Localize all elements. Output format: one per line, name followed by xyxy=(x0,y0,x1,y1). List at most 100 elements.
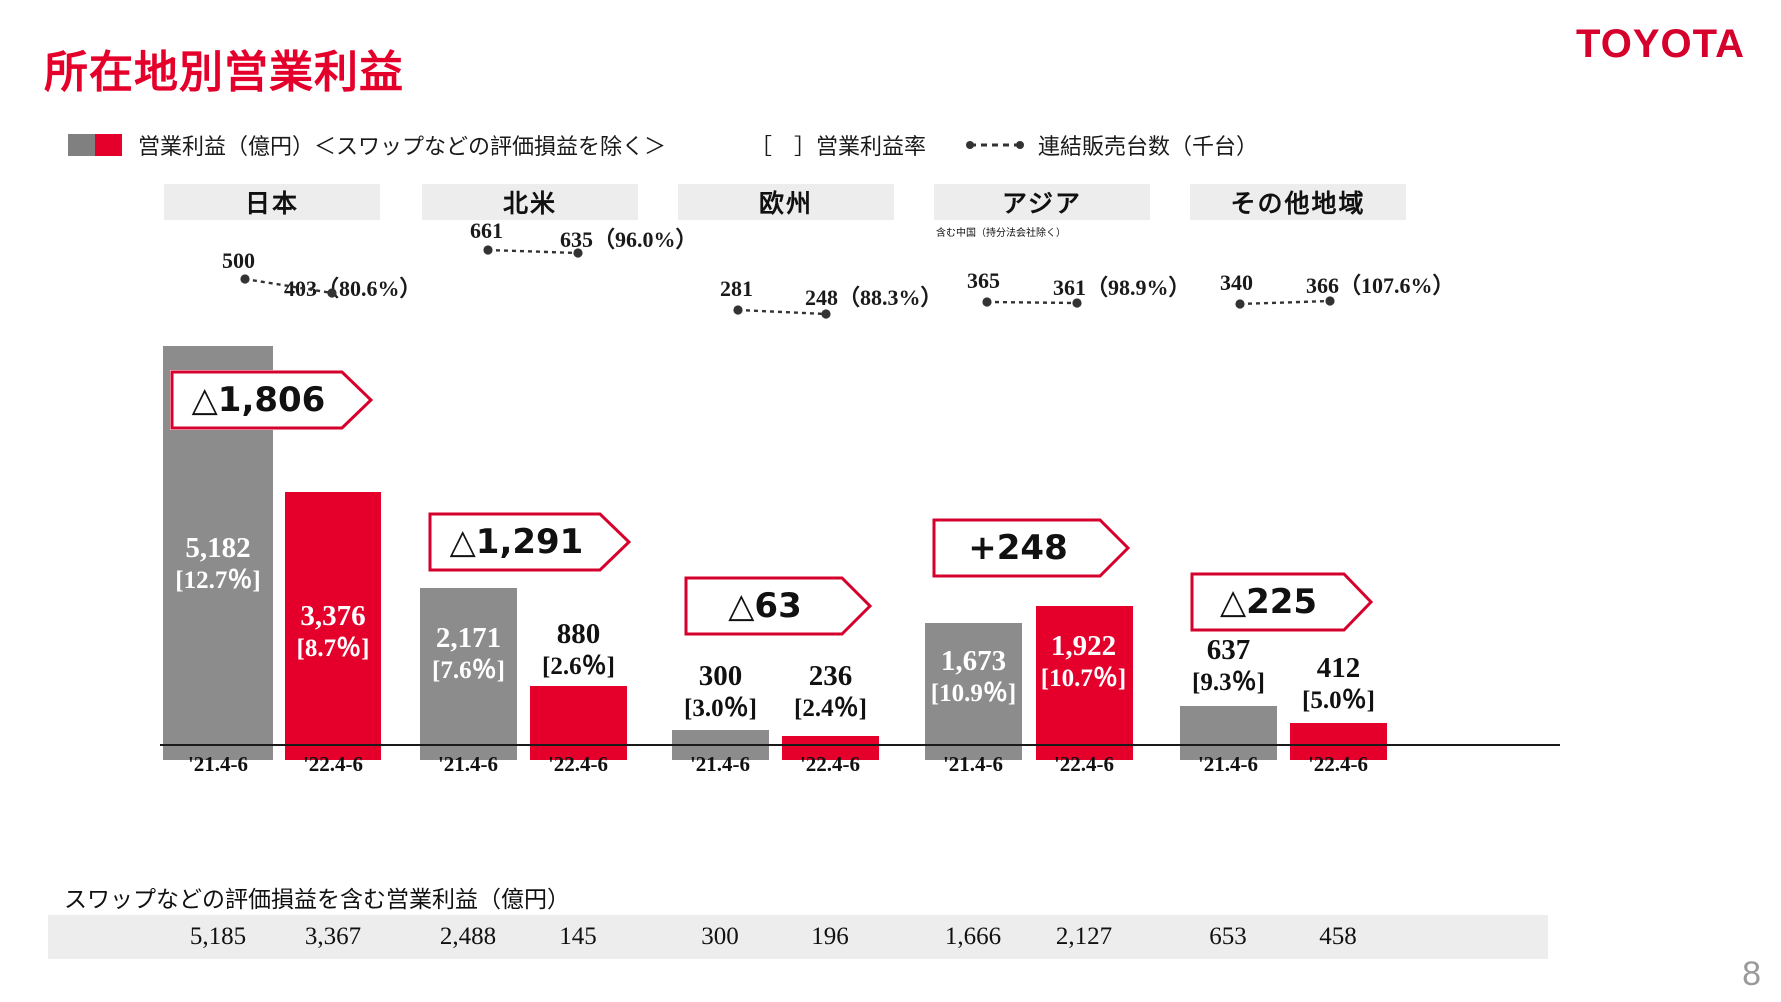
chart-legend: 営業利益（億円）＜スワップなどの評価損益を除く＞ ［ ］営業利益率 連結販売台数… xyxy=(68,128,1258,162)
page-number: 8 xyxy=(1742,955,1761,993)
sales-connector-north-america xyxy=(483,245,583,258)
sales-prev-asia: 365 xyxy=(967,268,1000,293)
sales-connector-japan xyxy=(240,274,337,298)
bar-value-text: 2,171 xyxy=(435,622,502,654)
bar-margin-text: [10.7％] xyxy=(1040,664,1127,692)
bar-value-japan-curr: 3,376 [8.7％] xyxy=(285,600,381,663)
sales-curr-north-america: 635（96.0%） xyxy=(560,227,698,252)
table-band xyxy=(48,915,1548,959)
sales-volume-asia: 365 361（98.9%） xyxy=(905,268,1225,328)
bar-value-other-prev: 637 [9.3％] xyxy=(1172,634,1285,697)
dashed-line-icon xyxy=(966,138,1025,152)
table-cell-europe-curr: 196 xyxy=(811,923,849,950)
table-cell-europe-prev: 300 xyxy=(701,923,739,950)
bar-north-america-prev xyxy=(420,588,517,760)
sales-connector-other xyxy=(1235,296,1335,309)
bar-value-north-america-prev: 2,171 [7.6％] xyxy=(420,622,517,685)
region-header-europe: 欧州 xyxy=(678,184,894,220)
table-caption: スワップなどの評価損益を含む営業利益（億円） xyxy=(64,887,570,913)
bar-margin-text: [10.9％] xyxy=(930,679,1017,707)
sales-prev-other: 340 xyxy=(1220,270,1253,295)
bar-value-japan-prev: 5,182 [12.7％] xyxy=(163,532,273,595)
xtick-europe-curr: '22.4-6 xyxy=(799,752,861,776)
table-cell-asia-prev: 1,666 xyxy=(944,923,1002,950)
region-header-other: その他地域 xyxy=(1190,184,1406,220)
sales-connector-europe xyxy=(733,305,831,319)
legend-ratio-label: ［ ］営業利益率 xyxy=(750,135,927,160)
table-cell-other-curr: 458 xyxy=(1319,923,1357,950)
xtick-north-america-prev: '21.4-6 xyxy=(437,752,499,776)
xtick-asia-curr: '22.4-6 xyxy=(1053,752,1115,776)
bar-margin-text: [2.4％] xyxy=(794,694,867,722)
bar-margin-text: [9.3％] xyxy=(1192,668,1265,696)
sales-volume-north-america: 661 635（96.0%） xyxy=(400,218,700,288)
bar-value-text: 412 xyxy=(1316,652,1361,684)
bar-europe-curr xyxy=(782,736,879,760)
sales-curr-other: 366（107.6%） xyxy=(1306,273,1455,298)
sales-curr-europe: 248（88.3%） xyxy=(805,285,943,310)
bar-margin-text: [8.7％] xyxy=(296,634,370,662)
delta-text: △1,806 xyxy=(191,380,326,420)
bar-value-text: 3,376 xyxy=(300,600,366,632)
bar-value-text: 637 xyxy=(1206,634,1251,666)
xtick-other-curr: '22.4-6 xyxy=(1307,752,1369,776)
table-cell-asia-curr: 2,127 xyxy=(1055,923,1113,950)
bar-north-america-curr xyxy=(530,686,627,760)
delta-text: △1,291 xyxy=(449,522,584,562)
x-axis-line xyxy=(160,744,1560,746)
bar-asia-curr xyxy=(1036,606,1133,760)
sales-prev-north-america: 661 xyxy=(470,218,503,243)
bar-value-text: 300 xyxy=(698,660,743,692)
table-cell-north-america-prev: 2,488 xyxy=(439,923,497,950)
xtick-europe-prev: '21.4-6 xyxy=(689,752,751,776)
legend-swatches xyxy=(68,134,122,156)
delta-callout-other: △225 xyxy=(1190,572,1373,632)
page-title: 所在地別営業利益 xyxy=(44,47,404,98)
grey-bar-swatch xyxy=(68,134,95,156)
bar-value-text: 880 xyxy=(556,618,601,650)
xtick-asia-prev: '21.4-6 xyxy=(942,752,1004,776)
sales-prev-europe: 281 xyxy=(720,276,753,301)
delta-callout-asia: +248 xyxy=(932,518,1130,578)
bar-value-asia-curr: 1,922 [10.7％] xyxy=(1030,630,1137,693)
bar-asia-prev xyxy=(925,623,1022,760)
region-header-north-america: 北米 xyxy=(422,184,638,220)
toyota-logo: TOYOTA xyxy=(1576,22,1745,66)
sales-curr-japan: 403（80.6%） xyxy=(284,276,422,301)
sales-volume-japan: 500 403（80.6%） xyxy=(150,248,450,318)
bar-other-prev xyxy=(1180,706,1277,760)
bar-margin-text: [3.0％] xyxy=(684,694,757,722)
region-subnote-asia: 含む中国（持分法会社除く） xyxy=(936,228,1066,239)
delta-text: △63 xyxy=(728,586,802,626)
bar-margin-text: [5.0％] xyxy=(1302,686,1375,714)
region-header-japan: 日本 xyxy=(164,184,380,220)
bar-value-asia-prev: 1,673 [10.9％] xyxy=(920,645,1027,708)
delta-text: +248 xyxy=(968,528,1068,568)
bar-japan-curr xyxy=(285,492,381,760)
xtick-north-america-curr: '22.4-6 xyxy=(547,752,609,776)
bar-value-text: 1,922 xyxy=(1050,630,1117,662)
table-cell-other-prev: 653 xyxy=(1209,923,1247,950)
table-cell-north-america-curr: 145 xyxy=(559,923,597,950)
bar-margin-text: [2.6％] xyxy=(542,652,615,680)
bar-value-text: 1,673 xyxy=(940,645,1007,677)
legend-series-label: 営業利益（億円）＜スワップなどの評価損益を除く＞ xyxy=(138,135,667,160)
xtick-japan-prev: '21.4-6 xyxy=(187,752,249,776)
legend-volume-label: 連結販売台数（千台） xyxy=(1038,135,1259,160)
sales-volume-europe: 281 248（88.3%） xyxy=(650,276,970,336)
delta-text: △225 xyxy=(1219,582,1318,622)
bar-value-other-curr: 412 [5.0％] xyxy=(1282,652,1395,715)
bar-value-text: 5,182 xyxy=(185,532,251,564)
bar-other-curr xyxy=(1290,723,1387,760)
xtick-other-prev: '21.4-6 xyxy=(1197,752,1259,776)
sales-prev-japan: 500 xyxy=(222,248,255,273)
bar-value-north-america-curr: 880 [2.6％] xyxy=(530,618,627,681)
xtick-japan-curr: '22.4-6 xyxy=(302,752,364,776)
delta-callout-japan: △1,806 xyxy=(170,370,373,430)
red-bar-swatch xyxy=(95,134,122,156)
sales-curr-asia: 361（98.9%） xyxy=(1053,275,1191,300)
bar-value-europe-curr: 236 [2.4％] xyxy=(772,660,889,723)
sales-connector-asia xyxy=(982,297,1082,308)
bar-value-europe-prev: 300 [3.0％] xyxy=(662,660,779,723)
bar-margin-text: [12.7％] xyxy=(175,566,261,594)
